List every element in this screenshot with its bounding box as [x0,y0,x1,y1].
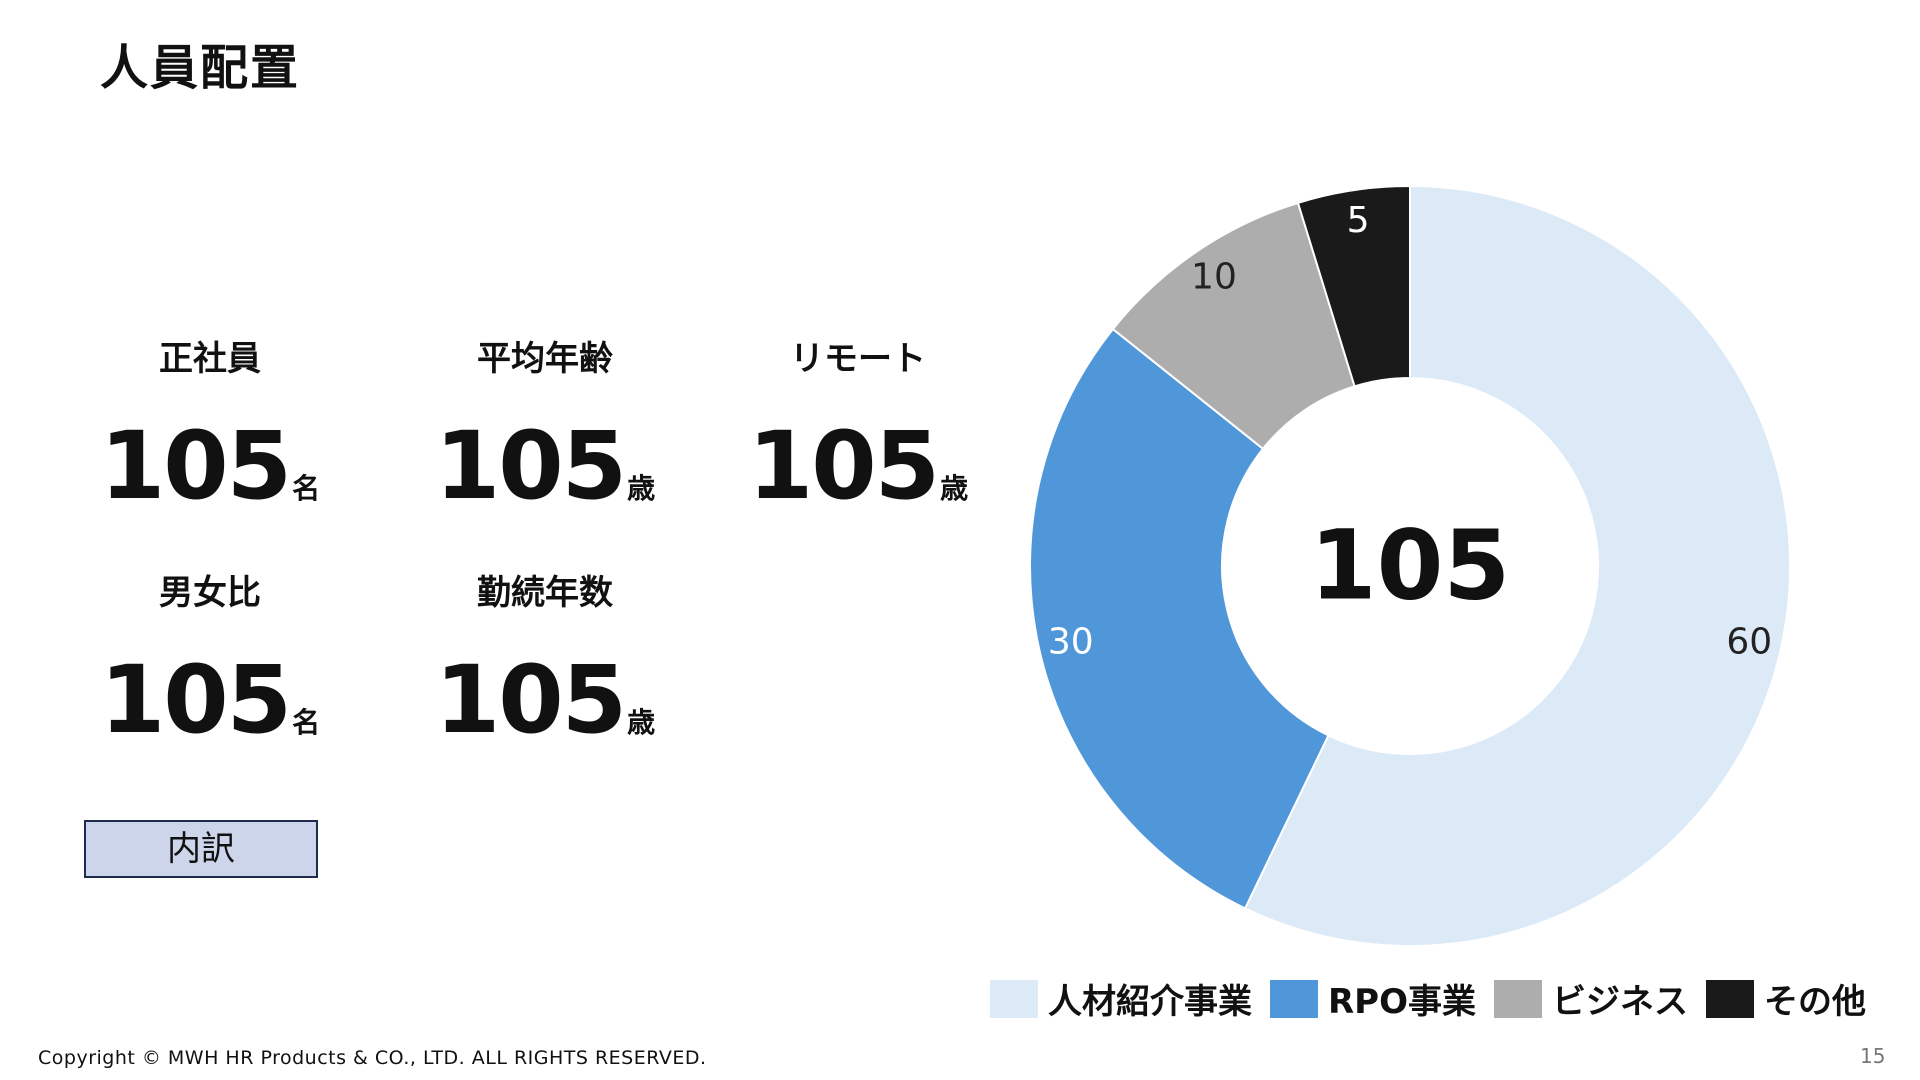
legend-item: その他 [1706,974,1866,1023]
legend-label: ビジネス [1552,982,1689,1022]
donut-slice-label: 10 [1191,256,1237,297]
stat-years-of-service: 勤続年数 105歳 [395,570,695,748]
copyright-notice: Copyright © MWH HR Products & CO., LTD. … [38,1047,707,1069]
page-number: 15 [1860,1044,1886,1068]
legend-swatch [1706,979,1755,1018]
stat-gender-ratio: 男女比 105名 [60,570,360,748]
stat-label: 正社員 [159,339,261,379]
legend-item: 人材紹介事業 [990,974,1252,1023]
breakdown-button[interactable]: 内訳 [84,820,318,878]
legend-item: RPO事業 [1270,974,1476,1023]
stat-label: 勤続年数 [477,573,613,613]
stat-average-age: 平均年齢 105歳 [395,336,695,514]
stat-value: 105 [747,412,940,521]
legend-swatch [1270,979,1318,1018]
stat-value: 105 [99,412,292,521]
donut-slice [1296,184,1411,388]
legend-label: その他 [1764,982,1867,1022]
stat-label: 男女比 [159,573,261,613]
legend-label: 人材紹介事業 [1048,982,1252,1022]
stat-value: 105 [434,646,627,755]
stat-label: 平均年齢 [477,339,613,379]
donut-slice-label: 5 [1347,200,1370,241]
donut-slice-label: 60 [1726,621,1772,662]
page-title: 人員配置 [100,40,301,96]
stat-full-time-employees: 正社員 105名 [60,336,360,514]
stat-unit: 歳 [627,472,656,505]
stat-unit: 名 [292,472,321,505]
legend-swatch [1494,979,1543,1018]
stat-label: リモート [790,339,926,379]
stat-unit: 名 [292,706,321,739]
donut-slice-label: 30 [1048,621,1094,662]
legend-label: RPO事業 [1328,982,1477,1022]
stat-unit: 歳 [940,472,969,505]
chart-legend: 人材紹介事業 RPO事業 ビジネス その他 [990,974,1884,1023]
stat-unit: 歳 [627,706,656,739]
donut-slice [1029,327,1330,910]
donut-slice [1243,184,1791,947]
stat-value: 105 [99,646,292,755]
legend-swatch [990,979,1038,1018]
legend-item: ビジネス [1494,974,1688,1023]
stat-remote: リモート 105歳 [708,336,1008,514]
stat-value: 105 [434,412,627,521]
donut-center-total: 105 [1310,509,1510,621]
